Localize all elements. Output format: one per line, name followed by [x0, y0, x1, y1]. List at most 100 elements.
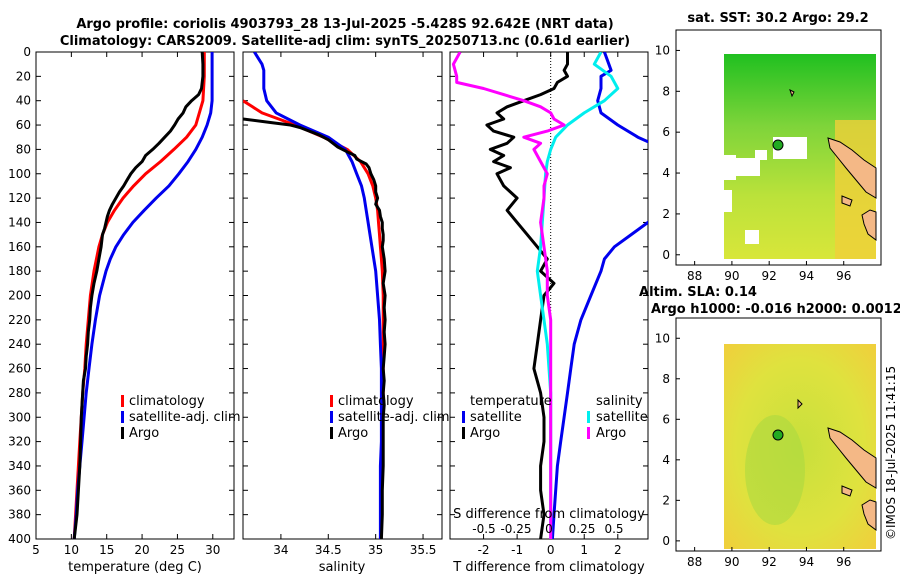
legend-label-s-satellite: satellite [596, 410, 648, 425]
temperature-xlabel: temperature (deg C) [68, 560, 202, 575]
salinity-xlabel: salinity [319, 560, 366, 575]
map-y-tick-label: 6 [662, 412, 670, 426]
depth-tick-label: 120 [8, 191, 31, 205]
salinity-panel: 34 34.5 35 35.5 salinity climatology satell… [242, 51, 450, 575]
s-tick: -0.5 [472, 522, 495, 536]
s-tick: 0 [545, 522, 553, 536]
x-tick-label: 2 [614, 543, 622, 557]
figure-title-line1: Argo profile: coriolis 4903793_28 13-Jul… [76, 17, 613, 32]
map-y-tick-label: 8 [662, 84, 670, 98]
depth-tick-label: 280 [8, 386, 31, 400]
depth-tick-label: 40 [16, 94, 31, 108]
map-x-tick-label: 90 [724, 269, 739, 283]
depth-tick-label: 360 [8, 483, 31, 497]
sst-map-panel: sat. SST: 30.2 Argo: 29.2 88 90 92 94 96 0 2 4 6… [655, 11, 882, 283]
map-y-tick-label: 6 [662, 125, 670, 139]
x-tick-label: 25 [170, 543, 185, 557]
map-x-tick-label: 92 [762, 555, 777, 569]
legend-label-satellite: satellite-adj. clim [129, 410, 241, 425]
legend-swatch-satellite [330, 411, 333, 423]
sla-land [797, 398, 877, 531]
x-tick-label: 15 [99, 543, 114, 557]
sla-map-ticks: 88 90 92 94 96 0 2 4 6 8 10 [655, 331, 852, 569]
depth-tick-label: 60 [16, 118, 31, 132]
legend-swatch-t-argo [462, 427, 465, 439]
depth-ticks: 0 20 40 60 80 100 120 140 160 180 200 220 240 260 280 3… [8, 45, 31, 546]
depth-tick-label: 160 [8, 240, 31, 254]
legend-label-s-argo: Argo [596, 426, 626, 441]
legend-label-temperature: temperature [470, 394, 552, 409]
x-tick-label: 34 [273, 543, 288, 557]
depth-tick-label: 20 [16, 69, 31, 83]
x-tick-label: -2 [478, 543, 490, 557]
series-line-t-satellite [550, 52, 648, 539]
map-y-tick-label: 4 [662, 453, 670, 467]
series-line-satellite-adj-clim [72, 52, 214, 539]
map-x-tick-label: 94 [799, 269, 814, 283]
map-y-tick-label: 8 [662, 372, 670, 386]
legend-label-climatology: climatology [129, 394, 205, 409]
temperature-legend: climatology satellite-adj. clim Argo [121, 394, 241, 441]
map-x-tick-label: 94 [799, 555, 814, 569]
temperature-axes [35, 51, 235, 540]
legend-label-salinity: salinity [596, 394, 643, 409]
map-x-tick-label: 88 [687, 269, 702, 283]
x-tick-label: 35 [368, 543, 383, 557]
depth-tick-label: 100 [8, 167, 31, 181]
depth-tick-label: 260 [8, 362, 31, 376]
sst-map-ticks: 88 90 92 94 96 0 2 4 6 8 10 [655, 43, 852, 283]
sla-map-title: Altim. SLA: 0.14 [639, 285, 757, 300]
legend-swatch-argo [121, 427, 124, 439]
legend-swatch-argo [330, 427, 333, 439]
x-tick-label: 1 [580, 543, 588, 557]
legend-swatch-climatology [121, 395, 124, 407]
copyright-footer: ©IMOS 18-Jul-2025 11:41:15 [884, 366, 898, 540]
x-tick-label: -1 [511, 543, 523, 557]
depth-tick-label: 0 [23, 45, 31, 59]
temperature-panel: 0 20 40 60 80 100 120 140 160 180 200 220 240 260 280 3… [8, 45, 241, 575]
legend-swatch-s-satellite [587, 411, 590, 423]
salinity-x-ticks: 34 34.5 35 35.5 [243, 51, 442, 557]
s-tick: 0.25 [569, 522, 596, 536]
secondary-axis-label: S difference from climatology [453, 507, 645, 522]
x-tick-label: 20 [134, 543, 149, 557]
map-y-tick-label: 2 [662, 493, 670, 507]
map-x-tick-label: 88 [687, 555, 702, 569]
depth-tick-label: 300 [8, 410, 31, 424]
map-y-tick-label: 0 [662, 248, 670, 262]
map-y-tick-label: 0 [662, 534, 670, 548]
sst-argo-marker [772, 139, 784, 151]
depth-tick-label: 320 [8, 435, 31, 449]
depth-tick-label: 200 [8, 289, 31, 303]
map-x-tick-label: 90 [724, 555, 739, 569]
depth-tick-label: 220 [8, 313, 31, 327]
depth-tick-label: 180 [8, 264, 31, 278]
sla-low-patch [745, 415, 805, 525]
legend-label-satellite: satellite-adj. clim [338, 410, 450, 425]
s-tick: 0.5 [604, 522, 623, 536]
depth-tick-label: 140 [8, 215, 31, 229]
figure-title-line2: Climatology: CARS2009. Satellite-adj cli… [60, 34, 630, 49]
s-tick: -0.25 [500, 522, 531, 536]
temperature-lines [72, 52, 214, 539]
legend-label-t-satellite: satellite [470, 410, 522, 425]
difference-legend: temperature satellite Argo salinity sate… [462, 394, 648, 441]
map-x-tick-label: 96 [836, 555, 851, 569]
secondary-axis-ticks: -0.5 -0.25 0 0.25 0.5 [472, 522, 623, 536]
legend-label-climatology: climatology [338, 394, 414, 409]
map-y-tick-label: 10 [655, 43, 670, 57]
salinity-legend: climatology satellite-adj. clim Argo [330, 394, 450, 441]
salinity-lines [243, 52, 387, 539]
series-line-t-argo [485, 52, 569, 539]
legend-label-argo: Argo [338, 426, 368, 441]
x-tick-label: 0 [547, 543, 555, 557]
legend-label-t-argo: Argo [470, 426, 500, 441]
sla-argo-marker [772, 429, 784, 441]
depth-tick-label: 80 [16, 142, 31, 156]
x-tick-label: 10 [64, 543, 79, 557]
sst-map-title: sat. SST: 30.2 Argo: 29.2 [687, 11, 868, 26]
depth-tick-label: 240 [8, 337, 31, 351]
map-y-tick-label: 10 [655, 331, 670, 345]
depth-tick-label: 380 [8, 508, 31, 522]
